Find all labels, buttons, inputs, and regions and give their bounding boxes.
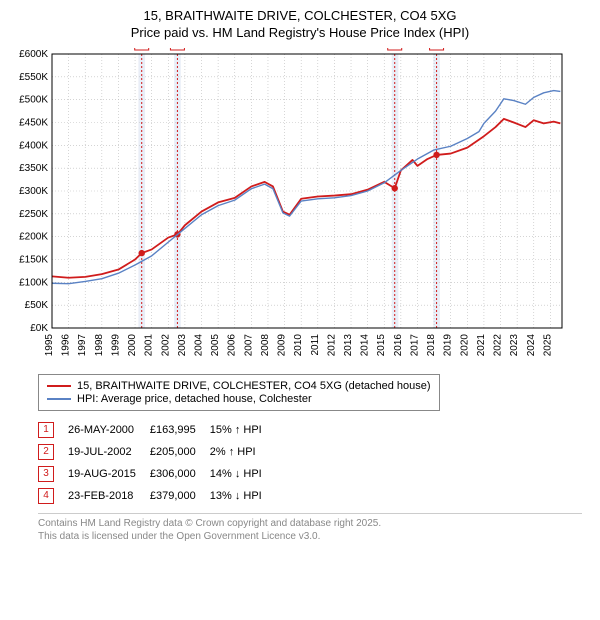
- footer-line-1: Contains HM Land Registry data © Crown c…: [38, 517, 582, 530]
- svg-text:2012: 2012: [326, 333, 337, 356]
- sale-delta: 14% ↓ HPI: [210, 463, 276, 485]
- sale-row: 3 19-AUG-2015£306,00014% ↓ HPI: [38, 463, 276, 485]
- svg-text:2004: 2004: [194, 333, 205, 356]
- legend: 15, BRAITHWAITE DRIVE, COLCHESTER, CO4 5…: [38, 374, 440, 411]
- svg-text:2022: 2022: [493, 333, 504, 356]
- svg-text:2002: 2002: [160, 333, 171, 356]
- svg-text:2016: 2016: [393, 333, 404, 356]
- svg-text:1995: 1995: [44, 333, 55, 356]
- svg-text:2017: 2017: [409, 333, 420, 356]
- sale-delta: 2% ↑ HPI: [210, 441, 276, 463]
- sale-price: £205,000: [150, 441, 210, 463]
- sale-marker: 2: [38, 444, 54, 460]
- sale-date: 26-MAY-2000: [68, 419, 150, 441]
- svg-text:2025: 2025: [542, 333, 553, 356]
- svg-text:2023: 2023: [509, 333, 520, 356]
- svg-text:£300K: £300K: [19, 186, 48, 197]
- svg-text:2010: 2010: [293, 333, 304, 356]
- svg-text:2011: 2011: [310, 333, 321, 355]
- footer-line-2: This data is licensed under the Open Gov…: [38, 530, 582, 543]
- svg-text:2003: 2003: [177, 333, 188, 356]
- title-line-1: 15, BRAITHWAITE DRIVE, COLCHESTER, CO4 5…: [8, 8, 592, 25]
- sale-delta: 15% ↑ HPI: [210, 419, 276, 441]
- legend-swatch: [47, 398, 71, 400]
- sale-date: 23-FEB-2018: [68, 485, 150, 507]
- svg-text:2005: 2005: [210, 333, 221, 356]
- svg-text:2015: 2015: [376, 333, 387, 356]
- svg-text:£500K: £500K: [19, 94, 48, 105]
- license-footer: Contains HM Land Registry data © Crown c…: [38, 513, 582, 543]
- svg-text:2021: 2021: [476, 333, 487, 356]
- legend-item: 15, BRAITHWAITE DRIVE, COLCHESTER, CO4 5…: [47, 380, 431, 392]
- svg-text:1997: 1997: [77, 333, 88, 356]
- page-title: 15, BRAITHWAITE DRIVE, COLCHESTER, CO4 5…: [8, 8, 592, 42]
- sale-marker: 3: [38, 466, 54, 482]
- sale-marker: 4: [38, 488, 54, 504]
- svg-text:2007: 2007: [243, 333, 254, 356]
- sale-delta: 13% ↓ HPI: [210, 485, 276, 507]
- price-chart: £0K £50K £100K £150K £200K £250K £300K £350K £40…: [8, 48, 592, 368]
- sale-marker: 1: [38, 422, 54, 438]
- svg-text:2000: 2000: [127, 333, 138, 356]
- svg-text:£400K: £400K: [19, 140, 48, 151]
- svg-text:4: 4: [434, 48, 440, 50]
- svg-text:£100K: £100K: [19, 277, 48, 288]
- chart-svg: £0K £50K £100K £150K £200K £250K £300K £350K £40…: [8, 48, 568, 368]
- svg-text:1: 1: [139, 48, 145, 50]
- svg-text:2009: 2009: [277, 333, 288, 356]
- svg-text:2006: 2006: [227, 333, 238, 356]
- svg-text:£200K: £200K: [19, 231, 48, 242]
- svg-text:1999: 1999: [110, 333, 121, 356]
- svg-text:2: 2: [175, 48, 181, 50]
- svg-text:3: 3: [392, 48, 398, 50]
- svg-text:1996: 1996: [61, 333, 72, 356]
- svg-text:£550K: £550K: [19, 72, 48, 83]
- sale-price: £379,000: [150, 485, 210, 507]
- title-line-2: Price paid vs. HM Land Registry's House …: [8, 25, 592, 42]
- svg-text:2013: 2013: [343, 333, 354, 356]
- svg-text:£250K: £250K: [19, 209, 48, 220]
- sale-price: £306,000: [150, 463, 210, 485]
- svg-text:2024: 2024: [526, 333, 537, 356]
- svg-text:2018: 2018: [426, 333, 437, 356]
- svg-text:2001: 2001: [144, 333, 155, 356]
- sale-row: 2 19-JUL-2002£205,0002% ↑ HPI: [38, 441, 276, 463]
- sale-date: 19-JUL-2002: [68, 441, 150, 463]
- legend-label: HPI: Average price, detached house, Colc…: [77, 393, 312, 405]
- svg-text:£350K: £350K: [19, 163, 48, 174]
- sale-price: £163,995: [150, 419, 210, 441]
- svg-text:2008: 2008: [260, 333, 271, 356]
- svg-text:2020: 2020: [459, 333, 470, 356]
- svg-text:£150K: £150K: [19, 254, 48, 265]
- svg-text:£50K: £50K: [25, 300, 49, 311]
- svg-text:£600K: £600K: [19, 49, 48, 60]
- legend-swatch: [47, 385, 71, 387]
- legend-item: HPI: Average price, detached house, Colc…: [47, 393, 431, 405]
- svg-text:2014: 2014: [360, 333, 371, 356]
- sale-row: 4 23-FEB-2018£379,00013% ↓ HPI: [38, 485, 276, 507]
- legend-label: 15, BRAITHWAITE DRIVE, COLCHESTER, CO4 5…: [77, 380, 431, 392]
- svg-text:2019: 2019: [443, 333, 454, 356]
- sales-table: 1 26-MAY-2000£163,99515% ↑ HPI 2 19-JUL-200…: [38, 419, 582, 507]
- svg-text:£450K: £450K: [19, 117, 48, 128]
- svg-text:£0K: £0K: [30, 323, 48, 334]
- sale-row: 1 26-MAY-2000£163,99515% ↑ HPI: [38, 419, 276, 441]
- svg-text:1998: 1998: [94, 333, 105, 356]
- sale-date: 19-AUG-2015: [68, 463, 150, 485]
